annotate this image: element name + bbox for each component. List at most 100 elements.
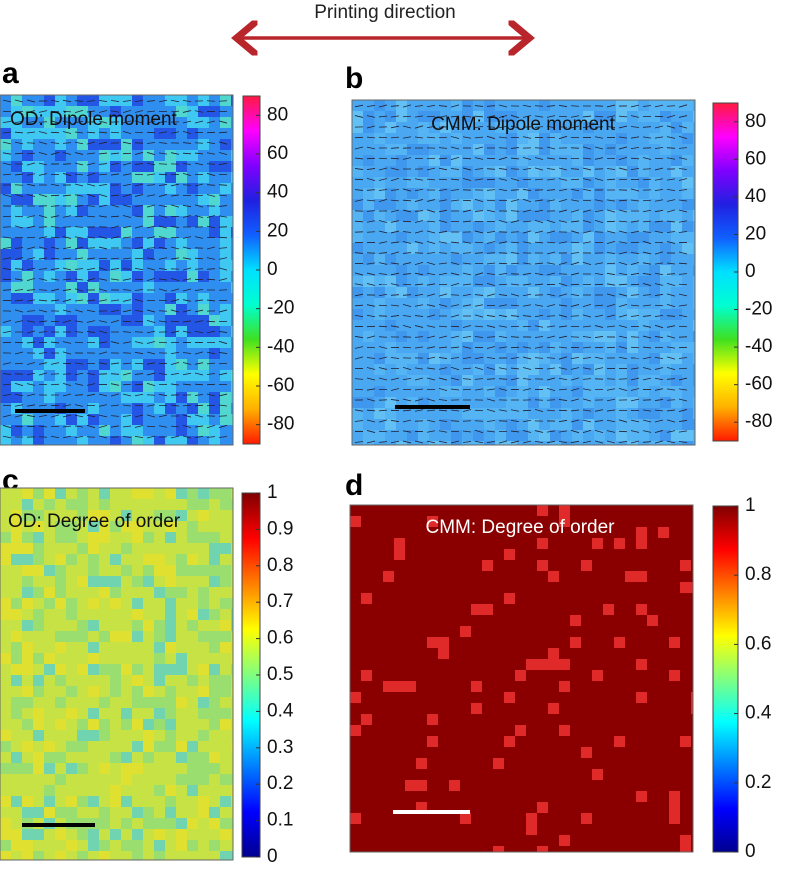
- texture-cell: [658, 725, 669, 736]
- texture-cell: [55, 631, 66, 642]
- texture-cell: [385, 144, 396, 155]
- texture-cell: [99, 719, 110, 730]
- panel-letter: b: [345, 62, 363, 95]
- texture-cell: [581, 681, 592, 692]
- texture-cell: [220, 499, 231, 510]
- texture-cell: [176, 554, 187, 565]
- texture-cell: [416, 604, 427, 615]
- texture-cell: [176, 653, 187, 664]
- texture-cell: [561, 155, 572, 166]
- texture-cell: [198, 381, 209, 392]
- texture-cell: [682, 309, 693, 320]
- texture-cell: [407, 309, 418, 320]
- texture-cell: [176, 796, 187, 807]
- texture-cell: [583, 166, 594, 177]
- texture-cell: [209, 370, 220, 381]
- texture-cell: [66, 730, 77, 741]
- texture-cell: [647, 769, 658, 780]
- texture-cell: [220, 675, 231, 686]
- texture-cell: [176, 620, 187, 631]
- texture-cell: [143, 774, 154, 785]
- texture-cell: [11, 304, 22, 315]
- texture-cell: [77, 216, 88, 227]
- texture-cell: [473, 144, 484, 155]
- texture-cell: [352, 298, 363, 309]
- texture-cell: [671, 177, 682, 188]
- texture-cell: [187, 851, 198, 860]
- texture-cell: [572, 232, 583, 243]
- texture-cell: [143, 675, 154, 686]
- texture-cell: [383, 538, 394, 549]
- texture-cell: [506, 232, 517, 243]
- texture-cell: [352, 155, 363, 166]
- texture-cell: [462, 287, 473, 298]
- texture-cell: [165, 293, 176, 304]
- texture-cell: [88, 425, 99, 436]
- texture-cell: [460, 549, 471, 560]
- texture-cell: [187, 840, 198, 851]
- texture-cell: [11, 293, 22, 304]
- texture-cell: [176, 730, 187, 741]
- texture-cell: [594, 232, 605, 243]
- texture-cell: [55, 216, 66, 227]
- texture-cell: [682, 331, 693, 342]
- texture-cell: [559, 703, 570, 714]
- texture-cell: [614, 736, 625, 747]
- orientation-dash: [619, 179, 627, 180]
- texture-cell: [482, 758, 493, 769]
- texture-cell: [350, 527, 361, 538]
- texture-cell: [66, 763, 77, 774]
- texture-cell: [603, 659, 614, 670]
- texture-cell: [198, 282, 209, 293]
- texture-cell: [592, 615, 603, 626]
- texture-cell: [471, 626, 482, 637]
- texture-cell: [154, 708, 165, 719]
- texture-cell: [605, 144, 616, 155]
- texture-cell: [649, 419, 660, 430]
- texture-cell: [66, 282, 77, 293]
- texture-cell: [405, 604, 416, 615]
- texture-cell: [165, 785, 176, 796]
- texture-cell: [671, 188, 682, 199]
- texture-cell: [165, 381, 176, 392]
- texture-cell: [405, 725, 416, 736]
- texture-cell: [198, 326, 209, 337]
- texture-cell: [383, 670, 394, 681]
- texture-cell: [0, 205, 11, 216]
- texture-cell: [0, 348, 11, 359]
- texture-cell: [176, 697, 187, 708]
- texture-cell: [143, 293, 154, 304]
- texture-cell: [493, 791, 504, 802]
- texture-cell: [165, 499, 176, 510]
- texture-cell: [22, 139, 33, 150]
- texture-cell: [627, 276, 638, 287]
- texture-cell: [0, 752, 11, 763]
- texture-cell: [77, 785, 88, 796]
- texture-cell: [11, 840, 22, 851]
- texture-cell: [220, 381, 231, 392]
- texture-cell: [99, 829, 110, 840]
- texture-cell: [581, 736, 592, 747]
- texture-cell: [361, 725, 372, 736]
- texture-cell: [460, 758, 471, 769]
- texture-cell: [99, 774, 110, 785]
- texture-cell: [594, 298, 605, 309]
- texture-cell: [616, 298, 627, 309]
- texture-cell: [537, 725, 548, 736]
- texture-cell: [570, 549, 581, 560]
- texture-cell: [154, 172, 165, 183]
- texture-cell: [165, 763, 176, 774]
- texture-cell: [429, 276, 440, 287]
- texture-cell: [636, 725, 647, 736]
- texture-cell: [429, 155, 440, 166]
- texture-cell: [616, 397, 627, 408]
- texture-cell: [592, 714, 603, 725]
- texture-cell: [88, 686, 99, 697]
- texture-cell: [647, 582, 658, 593]
- texture-cell: [154, 576, 165, 587]
- texture-cell: [187, 675, 198, 686]
- texture-cell: [394, 505, 405, 516]
- texture-cell: [176, 686, 187, 697]
- texture-cell: [88, 194, 99, 205]
- texture-cell: [154, 829, 165, 840]
